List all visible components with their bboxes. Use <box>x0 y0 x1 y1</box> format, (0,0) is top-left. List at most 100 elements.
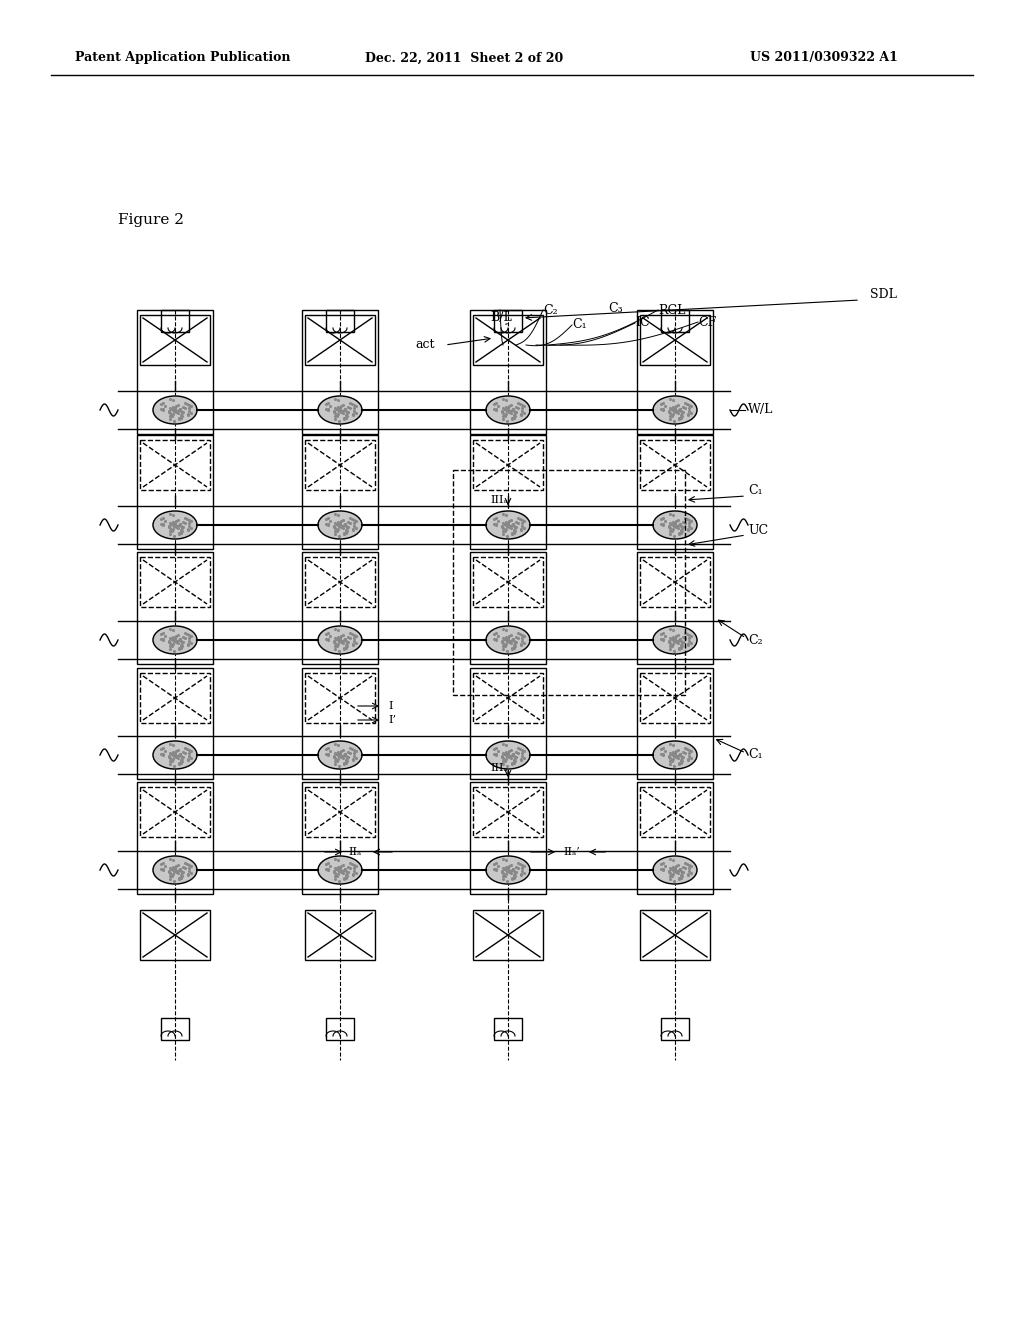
Point <box>173 407 189 428</box>
Point <box>508 626 524 647</box>
Point <box>508 401 524 422</box>
Point <box>504 869 520 890</box>
Point <box>495 515 511 536</box>
Point <box>657 510 674 531</box>
Point <box>662 857 678 878</box>
Point <box>335 517 351 539</box>
Point <box>332 399 348 420</box>
Point <box>339 635 355 656</box>
Point <box>179 635 196 656</box>
Point <box>337 743 353 764</box>
Point <box>514 516 530 537</box>
Point <box>166 525 182 546</box>
Point <box>487 744 504 766</box>
Point <box>501 741 517 762</box>
Point <box>172 399 188 420</box>
Point <box>339 865 355 886</box>
Point <box>498 630 514 651</box>
Point <box>655 630 672 651</box>
Bar <box>305 673 375 723</box>
Point <box>498 627 514 648</box>
Point <box>166 401 182 422</box>
Point <box>179 520 196 541</box>
Point <box>667 746 683 767</box>
Point <box>495 747 511 768</box>
Point <box>162 865 178 886</box>
Point <box>665 858 681 879</box>
Point <box>498 504 514 525</box>
Point <box>506 752 522 774</box>
Point <box>166 744 182 766</box>
Point <box>487 628 504 649</box>
Point <box>339 405 355 426</box>
Point <box>512 738 528 759</box>
Point <box>664 404 680 425</box>
Point <box>153 399 169 420</box>
Point <box>668 741 684 762</box>
Point <box>155 628 171 649</box>
Point <box>177 392 194 413</box>
Point <box>501 747 517 768</box>
Point <box>346 631 362 652</box>
Point <box>495 746 511 767</box>
Point <box>513 750 529 771</box>
Point <box>334 400 350 421</box>
Point <box>330 863 346 884</box>
Point <box>336 408 352 429</box>
Point <box>162 635 178 656</box>
Bar <box>662 1018 689 1040</box>
Point <box>161 400 177 421</box>
Point <box>680 865 696 886</box>
Point <box>328 628 344 649</box>
Point <box>317 628 334 649</box>
Point <box>677 742 693 763</box>
Point <box>170 409 186 430</box>
Point <box>485 513 502 535</box>
Point <box>503 854 519 875</box>
Point <box>677 507 693 528</box>
Point <box>662 397 678 418</box>
Point <box>501 861 517 882</box>
Point <box>663 513 679 535</box>
Point <box>166 755 182 776</box>
Point <box>506 520 522 541</box>
Point <box>668 396 684 417</box>
Point <box>172 867 188 888</box>
Point <box>346 627 362 648</box>
Point <box>332 515 348 536</box>
Point <box>499 400 515 421</box>
Point <box>505 752 521 774</box>
Point <box>506 861 522 882</box>
Point <box>345 634 361 655</box>
Point <box>496 405 512 426</box>
Point <box>652 858 669 879</box>
Point <box>165 863 181 884</box>
Point <box>487 859 504 880</box>
Bar <box>640 557 710 607</box>
Point <box>174 405 190 426</box>
Point <box>330 742 346 763</box>
Point <box>162 742 178 763</box>
Point <box>337 628 353 649</box>
Point <box>681 512 697 533</box>
Point <box>331 411 347 432</box>
Bar <box>640 787 710 837</box>
Point <box>327 746 343 767</box>
Point <box>665 857 681 878</box>
Point <box>513 635 529 656</box>
Point <box>681 631 697 652</box>
Point <box>667 630 683 651</box>
Point <box>327 400 343 421</box>
Point <box>330 743 346 764</box>
Point <box>506 632 522 653</box>
Point <box>674 747 690 768</box>
Point <box>168 401 184 422</box>
Point <box>514 395 530 416</box>
Point <box>167 627 183 648</box>
Point <box>167 515 183 536</box>
Point <box>338 407 354 428</box>
Point <box>512 508 528 529</box>
Point <box>166 628 182 649</box>
Point <box>180 403 197 424</box>
Point <box>166 744 182 766</box>
